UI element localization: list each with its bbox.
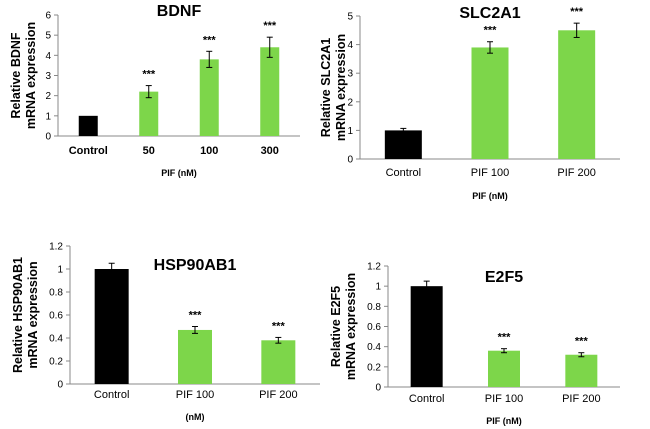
y-tick-label: 0.6 xyxy=(49,311,63,322)
category-label: 100 xyxy=(200,145,218,157)
bar-2 xyxy=(139,91,159,136)
category-label: 300 xyxy=(261,145,279,157)
category-label: PIF 200 xyxy=(557,167,596,179)
y-tick-label: 1 xyxy=(45,111,51,122)
x-axis-label: PIF (nM) xyxy=(472,191,508,201)
bar-3 xyxy=(199,59,219,136)
y-tick-label: 6 xyxy=(45,11,51,22)
y-axis-label-line: mRNA expression xyxy=(344,273,358,380)
y-axis-label-line: Relative BDNF xyxy=(9,32,23,118)
x-axis-label: PIF (nM) xyxy=(486,416,522,426)
y-axis-label-line: mRNA expression xyxy=(24,22,38,129)
chart-title: BDNF xyxy=(157,3,202,20)
bar-1 xyxy=(410,286,443,387)
bar-2 xyxy=(488,350,520,387)
y-tick-label: 0.2 xyxy=(367,362,381,373)
chart-title: E2F5 xyxy=(485,269,523,286)
y-tick-label: 0 xyxy=(347,155,353,166)
chart-4: E2F5 Relative E2F5 mRNA expression 0 0.2 0.4 0… xyxy=(329,262,620,426)
chart-3: HSP90AB1 Relative HSP90AB1 mRNA expression… xyxy=(11,242,320,422)
y-tick-label: 0.8 xyxy=(49,288,63,299)
y-tick-label: 0.6 xyxy=(367,322,381,333)
bar-3 xyxy=(565,354,598,387)
y-tick-label: 0.4 xyxy=(367,342,381,353)
bar-2 xyxy=(471,47,509,159)
bar-2 xyxy=(178,329,212,384)
category-label: PIF 200 xyxy=(259,389,298,401)
significance-marker: *** xyxy=(142,69,156,81)
y-tick-label: 3 xyxy=(45,71,51,82)
significance-marker: *** xyxy=(189,310,203,322)
y-tick-label: 5 xyxy=(347,12,353,23)
chart-title: SLC2A1 xyxy=(459,5,520,22)
bar-1 xyxy=(78,115,98,136)
y-axis-label-line: Relative E2F5 xyxy=(329,286,343,367)
significance-marker: *** xyxy=(575,336,589,348)
y-axis-label-line: mRNA expression xyxy=(334,34,348,141)
significance-marker: *** xyxy=(498,332,512,344)
bar-4 xyxy=(260,47,280,137)
category-label: Control xyxy=(409,393,444,405)
chart-title: HSP90AB1 xyxy=(154,257,237,274)
significance-marker: *** xyxy=(484,25,498,37)
y-tick-label: 1 xyxy=(57,265,63,276)
y-tick-label: 2 xyxy=(45,91,51,102)
chart-2: SLC2A1 Relative SLC2A1 mRNA expression 0 1 2 3… xyxy=(319,5,620,201)
category-label: Control xyxy=(69,145,108,157)
y-tick-label: 0 xyxy=(57,380,63,391)
bar-3 xyxy=(558,30,596,159)
y-tick-label: 1.2 xyxy=(49,242,63,253)
significance-marker: *** xyxy=(263,20,277,32)
y-tick-label: 1.2 xyxy=(367,262,381,273)
significance-marker: *** xyxy=(272,320,286,332)
y-tick-label: 0.2 xyxy=(49,357,63,368)
y-tick-label: 5 xyxy=(45,31,51,42)
y-tick-label: 0.8 xyxy=(367,302,381,313)
y-tick-label: 0.4 xyxy=(49,334,63,345)
y-tick-label: 2 xyxy=(347,97,353,108)
y-axis-label-line: Relative HSP90AB1 xyxy=(11,257,25,373)
y-axis-label-line: mRNA expression xyxy=(26,261,40,368)
significance-marker: *** xyxy=(203,34,217,46)
y-tick-label: 0 xyxy=(45,132,51,143)
y-tick-label: 4 xyxy=(347,40,353,51)
category-label: 50 xyxy=(143,145,155,157)
x-axis-label: PIF (nM) xyxy=(161,168,197,178)
category-label: Control xyxy=(94,389,129,401)
y-tick-label: 0 xyxy=(375,383,381,394)
y-tick-label: 4 xyxy=(45,51,51,62)
y-tick-label: 1 xyxy=(375,282,381,293)
bar-1 xyxy=(384,130,422,159)
bar-3 xyxy=(261,340,296,384)
category-label: PIF 100 xyxy=(485,393,524,405)
y-tick-label: 3 xyxy=(347,69,353,80)
x-axis-label: (nM) xyxy=(186,412,205,422)
category-label: PIF 100 xyxy=(471,167,510,179)
category-label: Control xyxy=(386,167,421,179)
y-axis-label-line: Relative SLC2A1 xyxy=(319,38,333,137)
chart-1: BDNF Relative BDNF mRNA expression 0 1 2 3 4 5 6 C… xyxy=(9,3,300,178)
significance-marker: *** xyxy=(570,6,584,18)
y-tick-label: 1 xyxy=(347,126,353,137)
bar-1 xyxy=(94,269,129,384)
category-label: PIF 200 xyxy=(562,393,601,405)
category-label: PIF 100 xyxy=(176,389,215,401)
